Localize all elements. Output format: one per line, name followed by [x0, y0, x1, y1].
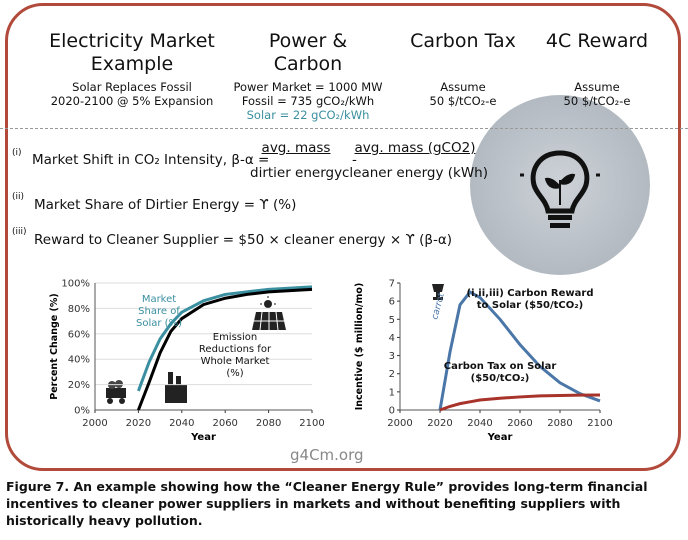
- y-tick-label: 5: [389, 315, 395, 326]
- y-tick-label: 3: [389, 351, 395, 362]
- series-label: Market Share of Solar (%): [136, 294, 182, 329]
- y-axis-title: Percent Change (%): [49, 293, 60, 399]
- minus: -: [352, 152, 357, 168]
- x-tick-label: 2060: [212, 418, 237, 429]
- header-line: Solar Replaces Fossil: [72, 80, 192, 94]
- y-tick-label: 100%: [61, 279, 90, 290]
- y-tick-label: 1: [389, 387, 395, 398]
- x-tick-label: 2080: [256, 418, 281, 429]
- x-tick-label: 2060: [507, 418, 532, 429]
- series-label: Carbon Tax on Solar ($50/tCO₂): [443, 361, 557, 384]
- marker: (iii): [12, 227, 27, 237]
- header-line: Assume: [440, 80, 486, 94]
- x-tick-label: 2040: [169, 418, 194, 429]
- header-line: Power Market = 1000 MW: [233, 80, 383, 94]
- solar-panel-icon: [252, 296, 286, 331]
- annotation: carrot: [430, 292, 447, 321]
- y-tick-label: 6: [389, 297, 395, 308]
- caption: Figure 7. An example showing how the “Cl…: [6, 479, 648, 528]
- series-label: (i,ii,iii) Carbon Reward to Solar ($50/t…: [466, 288, 594, 311]
- header-line: Solar = 22 gCO₂/kWh: [246, 108, 370, 122]
- bulb-icon: [520, 145, 600, 228]
- formula-text: Market Shift in CO₂ Intensity, β-α =: [32, 152, 270, 168]
- header-line: 50 $/tCO₂-e: [563, 94, 631, 108]
- marker: (i): [12, 148, 22, 158]
- series-line: [439, 393, 601, 412]
- header-title: Carbon Tax: [410, 30, 516, 52]
- x-axis-title: Year: [190, 432, 216, 443]
- marker: (ii): [12, 192, 25, 202]
- trophy-icon: [432, 284, 444, 300]
- header-line: 50 $/tCO₂-e: [429, 94, 497, 108]
- y-tick-label: 4: [389, 333, 395, 344]
- header-title: 4C Reward: [545, 30, 649, 52]
- series-line: [438, 290, 601, 411]
- frame: [5, 3, 681, 471]
- y-tick-label: 7: [389, 279, 395, 290]
- series-line: [136, 285, 313, 392]
- x-tick-label: 2000: [82, 418, 107, 429]
- y-axis-title: Incentive ($ million/mo): [354, 283, 365, 411]
- x-tick-label: 2000: [387, 418, 412, 429]
- header-line: 2020-2100 @ 5% Expansion: [50, 94, 214, 108]
- y-tick-label: 60%: [68, 329, 90, 340]
- formula-text: Reward to Cleaner Supplier = $50 × clean…: [34, 232, 453, 248]
- header-title: Power & Carbon: [268, 30, 348, 75]
- header-line: Fossil = 735 gCO₂/kWh: [241, 94, 375, 108]
- x-tick-label: 2040: [467, 418, 492, 429]
- y-tick-label: 20%: [68, 380, 90, 391]
- x-tick-label: 2080: [547, 418, 572, 429]
- formula-text: Market Share of Dirtier Energy = ϒ (%): [34, 197, 297, 213]
- factory-icon: [165, 372, 187, 403]
- header-title: Electricity Market Example: [49, 30, 215, 75]
- x-tick-label: 2020: [126, 418, 151, 429]
- x-tick-label: 2020: [427, 418, 452, 429]
- x-tick-label: 2100: [587, 418, 612, 429]
- coal-cart-icon: [106, 380, 126, 404]
- divider: [0, 128, 688, 129]
- watermark: g4Cm.org: [290, 446, 364, 464]
- numerator: avg. mass (gCO2): [354, 140, 476, 156]
- header-line: Assume: [574, 80, 620, 94]
- denominator: dirtier energy: [250, 165, 343, 181]
- x-axis-title: Year: [487, 432, 513, 443]
- y-tick-label: 0%: [74, 406, 90, 417]
- numerator: avg. mass: [261, 140, 331, 156]
- series-line: [137, 287, 313, 411]
- y-tick-label: 80%: [68, 304, 90, 315]
- y-tick-label: 2: [389, 369, 395, 380]
- series-label: Emission Reductions for Whole Market (%): [198, 332, 272, 379]
- denominator: cleaner energy (kWh): [341, 165, 489, 181]
- x-tick-label: 2100: [299, 418, 324, 429]
- y-tick-label: 40%: [68, 355, 90, 366]
- y-tick-label: 0: [389, 406, 395, 417]
